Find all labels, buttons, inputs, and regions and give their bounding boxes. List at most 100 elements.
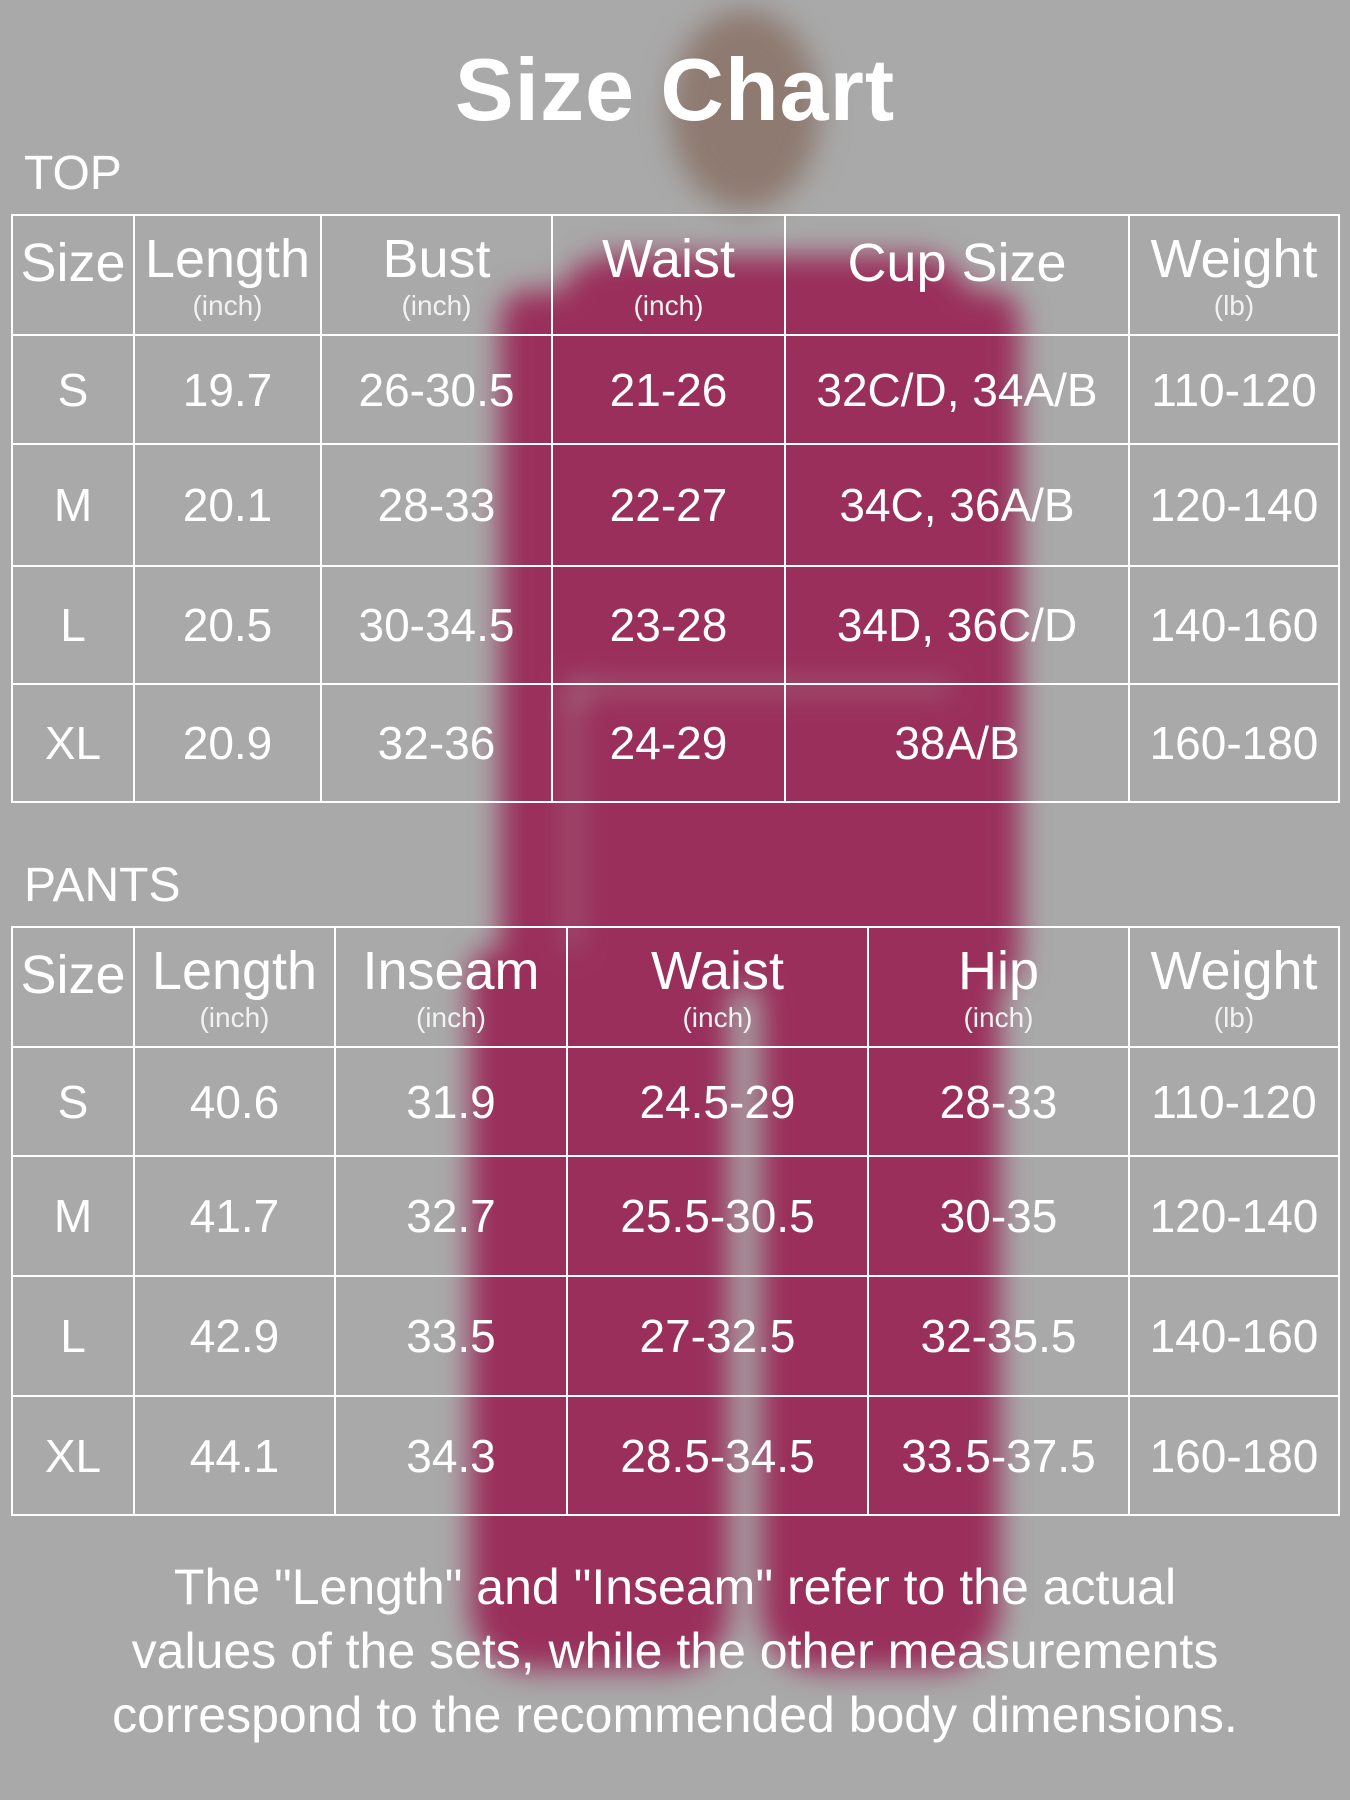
table-cell: 19.7 [133, 334, 322, 445]
page-title: Size Chart [454, 40, 896, 139]
footnote: The "Length" and "Inseam" refer to the a… [0, 1555, 1350, 1747]
column-header: Length (inch) [133, 926, 336, 1048]
column-header: Hip (inch) [867, 926, 1130, 1048]
table-cell: 28.5-34.5 [566, 1395, 869, 1516]
column-header-label: Weight [1150, 229, 1318, 289]
table-cell: 26-30.5 [320, 334, 553, 445]
column-header: Size [11, 214, 135, 336]
column-unit: (inch) [401, 290, 472, 321]
column-header-label: Cup Size [847, 233, 1067, 293]
table-cell: S [11, 1046, 135, 1157]
table-cell: 120-140 [1128, 1155, 1340, 1277]
header-row: Size Length (inch) Inseam (inch) Waist (inch) H… [11, 926, 1340, 1048]
column-header-label: Waist [651, 941, 784, 1001]
table-row: M 41.7 32.7 25.5-30.5 30-35 120-140 [11, 1155, 1340, 1277]
column-unit: (inch) [199, 1002, 270, 1033]
table-row: L 20.5 30-34.5 23-28 34D, 36C/D 140-160 [11, 565, 1340, 685]
table-cell: 120-140 [1128, 443, 1340, 567]
table-cell: 32-35.5 [867, 1275, 1130, 1397]
table-cell: 160-180 [1128, 1395, 1340, 1516]
table-cell: 33.5 [334, 1275, 568, 1397]
column-header-label: Size [20, 233, 126, 293]
top-section-label: TOP [24, 147, 122, 200]
column-unit: (inch) [415, 1002, 486, 1033]
column-header-label: Bust [382, 229, 491, 289]
table-cell: 110-120 [1128, 334, 1340, 445]
table-cell: 41.7 [133, 1155, 336, 1277]
column-header: Length (inch) [133, 214, 322, 336]
table-cell: 38A/B [784, 683, 1130, 803]
table-cell: 160-180 [1128, 683, 1340, 803]
table-row: XL 44.1 34.3 28.5-34.5 33.5-37.5 160-180 [11, 1395, 1340, 1516]
table-cell: 24-29 [551, 683, 786, 803]
table-cell: 20.1 [133, 443, 322, 567]
column-header: Size [11, 926, 135, 1048]
table-cell: 22-27 [551, 443, 786, 567]
top-size-table: Size Length (inch) Bust (inch) Waist (inch) Cup… [11, 214, 1340, 803]
table-cell: 28-33 [867, 1046, 1130, 1157]
table-cell: S [11, 334, 135, 445]
table-row: L 42.9 33.5 27-32.5 32-35.5 140-160 [11, 1275, 1340, 1397]
table-cell: 34C, 36A/B [784, 443, 1130, 567]
table-cell: 32C/D, 34A/B [784, 334, 1130, 445]
table-row: XL 20.9 32-36 24-29 38A/B 160-180 [11, 683, 1340, 803]
column-header: Cup Size [784, 214, 1130, 336]
column-unit: (inch) [682, 1002, 753, 1033]
column-header-label: Inseam [362, 941, 540, 1001]
column-header-label: Waist [602, 229, 735, 289]
column-header: Bust (inch) [320, 214, 553, 336]
column-unit: (lb) [1213, 1002, 1255, 1033]
table-cell: M [11, 1155, 135, 1277]
pants-section-label: PANTS [24, 859, 181, 912]
table-cell: 110-120 [1128, 1046, 1340, 1157]
footnote-line: correspond to the recommended body dimen… [112, 1687, 1238, 1743]
table-cell: 42.9 [133, 1275, 336, 1397]
table-cell: 40.6 [133, 1046, 336, 1157]
table-cell: 28-33 [320, 443, 553, 567]
table-cell: 30-35 [867, 1155, 1130, 1277]
column-unit: (lb) [1213, 290, 1255, 321]
header-row: Size Length (inch) Bust (inch) Waist (inch) Cup… [11, 214, 1340, 336]
column-header: Waist (inch) [551, 214, 786, 336]
table-row: S 19.7 26-30.5 21-26 32C/D, 34A/B 110-120 [11, 334, 1340, 445]
table-row: M 20.1 28-33 22-27 34C, 36A/B 120-140 [11, 443, 1340, 567]
table-cell: L [11, 1275, 135, 1397]
table-cell: 32.7 [334, 1155, 568, 1277]
footnote-line: values of the sets, while the other meas… [131, 1623, 1219, 1679]
footnote-line: The "Length" and "Inseam" refer to the a… [173, 1559, 1177, 1615]
table-cell: 27-32.5 [566, 1275, 869, 1397]
column-header-label: Length [151, 941, 318, 1001]
table-cell: 34.3 [334, 1395, 568, 1516]
column-header: Inseam (inch) [334, 926, 568, 1048]
column-header-label: Hip [957, 941, 1040, 1001]
table-cell: 140-160 [1128, 1275, 1340, 1397]
column-header-label: Size [20, 945, 126, 1005]
table-cell: 44.1 [133, 1395, 336, 1516]
table-cell: 33.5-37.5 [867, 1395, 1130, 1516]
table-cell: 24.5-29 [566, 1046, 869, 1157]
table-cell: M [11, 443, 135, 567]
table-cell: 20.5 [133, 565, 322, 685]
column-header: Weight (lb) [1128, 214, 1340, 336]
table-cell: 23-28 [551, 565, 786, 685]
column-header: Waist (inch) [566, 926, 869, 1048]
column-header-label: Length [144, 229, 311, 289]
column-header-label: Weight [1150, 941, 1318, 1001]
table-cell: 32-36 [320, 683, 553, 803]
table-cell: 31.9 [334, 1046, 568, 1157]
column-unit: (inch) [963, 1002, 1034, 1033]
pants-size-table: Size Length (inch) Inseam (inch) Waist (inch) H… [11, 926, 1340, 1516]
table-row: S 40.6 31.9 24.5-29 28-33 110-120 [11, 1046, 1340, 1157]
column-unit: (inch) [633, 290, 704, 321]
column-unit: (inch) [192, 290, 263, 321]
table-cell: 25.5-30.5 [566, 1155, 869, 1277]
table-cell: XL [11, 1395, 135, 1516]
table-cell: 21-26 [551, 334, 786, 445]
table-cell: 140-160 [1128, 565, 1340, 685]
table-cell: L [11, 565, 135, 685]
table-cell: XL [11, 683, 135, 803]
column-header: Weight (lb) [1128, 926, 1340, 1048]
table-cell: 30-34.5 [320, 565, 553, 685]
table-cell: 20.9 [133, 683, 322, 803]
table-cell: 34D, 36C/D [784, 565, 1130, 685]
